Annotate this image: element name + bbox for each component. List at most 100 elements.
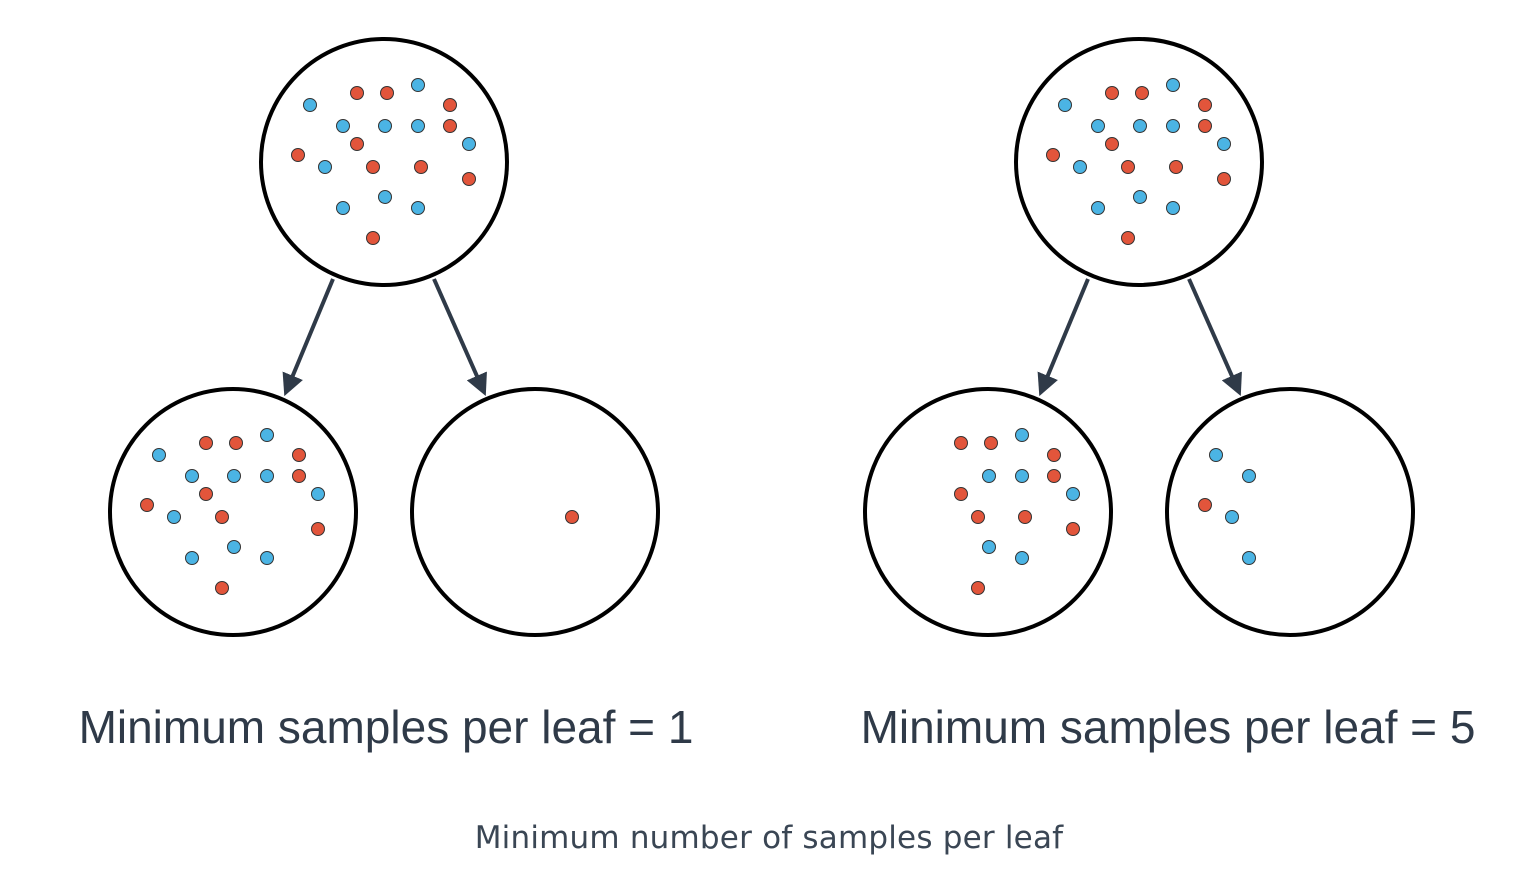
sample-point-blue — [1209, 448, 1223, 462]
sample-point-red — [229, 436, 243, 450]
sample-point-red — [350, 86, 364, 100]
arrow-to-right-child — [1187, 278, 1242, 397]
sample-point-blue — [1242, 551, 1256, 565]
sample-point-red — [1066, 522, 1080, 536]
sample-point-blue — [378, 190, 392, 204]
sample-point-red — [199, 487, 213, 501]
sample-point-red — [443, 119, 457, 133]
sample-point-blue — [982, 540, 996, 554]
sample-point-blue — [167, 510, 181, 524]
arrow-to-right-child — [432, 278, 487, 397]
sample-point-blue — [411, 78, 425, 92]
root-node — [259, 37, 509, 287]
sample-point-red — [380, 86, 394, 100]
sample-point-blue — [1242, 469, 1256, 483]
sample-point-red — [292, 448, 306, 462]
sample-point-red — [1047, 469, 1061, 483]
sample-point-blue — [1217, 137, 1231, 151]
sample-point-red — [311, 522, 325, 536]
sample-point-blue — [227, 469, 241, 483]
panel-label: Minimum samples per leaf = 1 — [79, 701, 694, 753]
sample-point-blue — [1225, 510, 1239, 524]
sample-point-red — [366, 160, 380, 174]
sample-point-red — [215, 510, 229, 524]
root-node-samples — [291, 78, 476, 245]
sample-point-red — [140, 498, 154, 512]
sample-point-red — [1046, 148, 1060, 162]
sample-point-blue — [1066, 487, 1080, 501]
sample-point-blue — [227, 540, 241, 554]
sample-point-blue — [336, 119, 350, 133]
sample-point-blue — [1166, 78, 1180, 92]
sample-point-blue — [1091, 119, 1105, 133]
sample-point-red — [1198, 98, 1212, 112]
sample-point-blue — [462, 137, 476, 151]
sample-point-blue — [1133, 119, 1147, 133]
sample-point-blue — [1091, 201, 1105, 215]
left-leaf-node — [863, 387, 1113, 637]
sample-point-blue — [1058, 98, 1072, 112]
left-leaf-node — [108, 387, 358, 637]
sample-point-red — [462, 172, 476, 186]
sample-point-red — [1169, 160, 1183, 174]
sample-point-red — [1121, 160, 1135, 174]
sample-point-red — [954, 487, 968, 501]
sample-point-red — [199, 436, 213, 450]
sample-point-blue — [411, 119, 425, 133]
sample-point-blue — [1073, 160, 1087, 174]
sample-point-red — [954, 436, 968, 450]
arrow-to-left-child — [282, 278, 335, 397]
sample-point-blue — [260, 469, 274, 483]
sample-point-blue — [1166, 119, 1180, 133]
sample-point-red — [1135, 86, 1149, 100]
sample-point-red — [1047, 448, 1061, 462]
sample-point-blue — [1015, 469, 1029, 483]
sample-point-blue — [185, 551, 199, 565]
sample-point-red — [971, 510, 985, 524]
sample-point-red — [1121, 231, 1135, 245]
sample-point-blue — [378, 119, 392, 133]
sample-point-red — [215, 581, 229, 595]
sample-point-blue — [1015, 551, 1029, 565]
panel-label: Minimum samples per leaf = 5 — [861, 701, 1476, 753]
sample-point-red — [1018, 510, 1032, 524]
sample-point-red — [565, 510, 579, 524]
figure-caption: Minimum number of samples per leaf — [474, 820, 1064, 856]
panel-min-samples-5: Minimum samples per leaf = 5 — [861, 37, 1476, 753]
panel-min-samples-1: Minimum samples per leaf = 1 — [79, 37, 694, 753]
sample-point-blue — [260, 551, 274, 565]
sample-point-red — [1198, 119, 1212, 133]
sample-point-red — [984, 436, 998, 450]
sample-point-red — [350, 137, 364, 151]
right-leaf-node — [1165, 387, 1415, 637]
sample-point-blue — [1133, 190, 1147, 204]
sample-point-blue — [336, 201, 350, 215]
sample-point-blue — [411, 201, 425, 215]
sample-point-blue — [152, 448, 166, 462]
sample-point-red — [1198, 498, 1212, 512]
left-leaf-samples — [954, 428, 1080, 595]
sample-point-blue — [1015, 428, 1029, 442]
sample-point-red — [971, 581, 985, 595]
sample-point-blue — [318, 160, 332, 174]
sample-point-red — [291, 148, 305, 162]
right-leaf-samples — [1198, 448, 1256, 565]
root-node — [1014, 37, 1264, 287]
sample-point-red — [366, 231, 380, 245]
left-leaf-samples — [140, 428, 325, 595]
right-leaf-node — [410, 387, 660, 637]
sample-point-red — [443, 98, 457, 112]
sample-point-red — [1105, 137, 1119, 151]
sample-point-red — [292, 469, 306, 483]
sample-point-red — [1105, 86, 1119, 100]
sample-point-red — [1217, 172, 1231, 186]
sample-point-red — [414, 160, 428, 174]
root-node-samples — [1046, 78, 1231, 245]
arrow-to-left-child — [1037, 278, 1090, 397]
sample-point-blue — [311, 487, 325, 501]
sample-point-blue — [303, 98, 317, 112]
sample-point-blue — [260, 428, 274, 442]
sample-point-blue — [185, 469, 199, 483]
right-leaf-samples — [565, 510, 579, 524]
